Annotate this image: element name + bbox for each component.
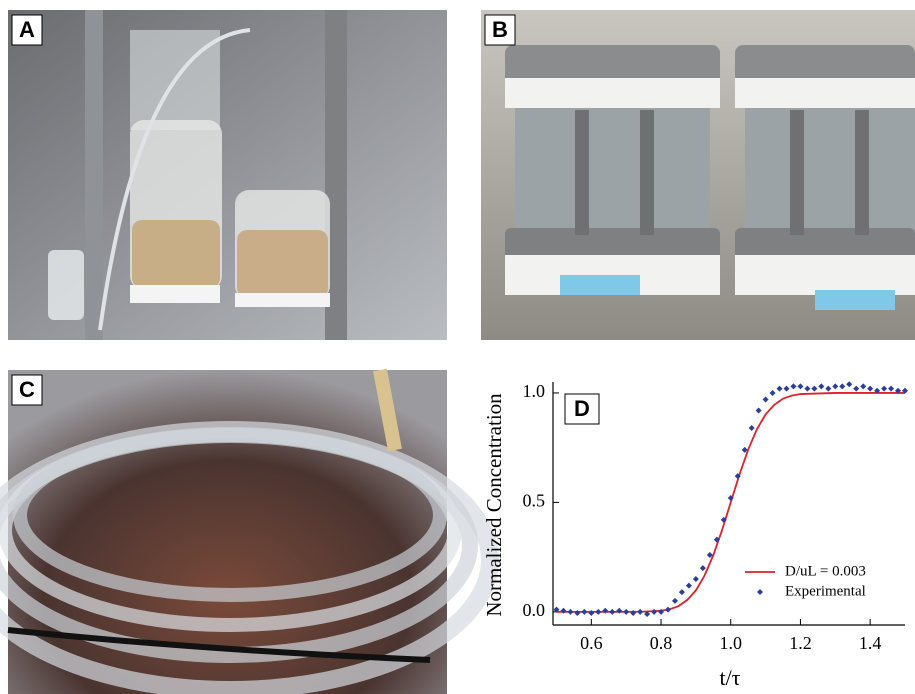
data-point (825, 386, 831, 392)
data-point (860, 383, 866, 389)
y-tick-label: 1.0 (523, 381, 546, 401)
y-tick-label: 0.5 (523, 491, 546, 511)
data-point (797, 383, 803, 389)
data-point (888, 386, 894, 392)
data-point (818, 383, 824, 389)
data-point (763, 397, 769, 403)
data-point (574, 610, 580, 616)
data-point (672, 598, 678, 604)
data-point (616, 608, 622, 614)
photo-b (481, 10, 915, 340)
data-point (790, 383, 796, 389)
figure: A B C D t/τ Normalized Concentration 0.6… (0, 0, 915, 694)
legend-swatch (757, 589, 763, 595)
x-tick-label: 0.8 (650, 633, 673, 653)
photo-a (8, 10, 447, 340)
legend-label: D/uL = 0.003 (785, 563, 866, 579)
panel-label: C (19, 377, 35, 402)
data-point (832, 383, 838, 389)
data-point (853, 386, 859, 392)
x-tick-label: 0.6 (580, 633, 603, 653)
y-tick-label: 0.0 (523, 600, 546, 620)
data-point (881, 386, 887, 392)
data-point (784, 386, 790, 392)
data-point (651, 609, 657, 615)
data-point (839, 383, 845, 389)
legend-label: Experimental (785, 583, 866, 599)
panel-label: B (492, 17, 508, 42)
data-point (595, 609, 601, 615)
data-point (665, 607, 671, 613)
photo-c (0, 370, 490, 694)
data-point (679, 589, 685, 595)
data-point (756, 407, 762, 413)
data-point (749, 425, 755, 431)
data-point (588, 610, 594, 616)
data-point (846, 381, 852, 387)
x-tick-label: 1.2 (789, 633, 812, 653)
x-tick-label: 1.0 (719, 633, 742, 653)
panel-label: A (19, 17, 35, 42)
y-axis-title: Normalized Concentration (482, 393, 506, 617)
data-point (777, 386, 783, 392)
data-point (602, 608, 608, 614)
data-point (560, 608, 566, 614)
data-point (700, 565, 706, 571)
x-axis-title: t/τ (719, 665, 740, 690)
data-point (567, 609, 573, 615)
data-point (609, 609, 615, 615)
panel-label: D (574, 396, 590, 421)
data-point (686, 583, 692, 589)
data-point (867, 386, 873, 392)
data-point (804, 386, 810, 392)
data-point (637, 609, 643, 615)
data-point (693, 576, 699, 582)
x-tick-label: 1.4 (859, 633, 882, 653)
data-point (770, 390, 776, 396)
data-point (581, 609, 587, 615)
data-point (623, 609, 629, 615)
data-point (811, 386, 817, 392)
